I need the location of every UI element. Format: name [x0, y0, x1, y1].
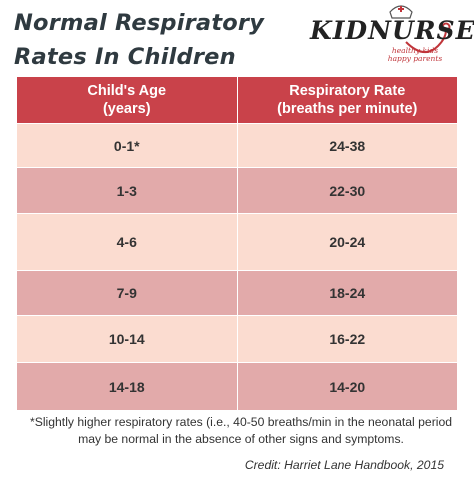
table-row: 10-14 16-22	[16, 315, 458, 363]
logo-tagline: healthy kids happy parents	[387, 46, 443, 63]
table-row: 4-6 20-24	[16, 213, 458, 271]
table-row: 14-18 14-20	[16, 362, 458, 411]
rate-cell: 18-24	[236, 270, 458, 316]
credit-line: Credit: Harriet Lane Handbook, 2015	[244, 458, 444, 472]
title-line-2: Rates In Children	[14, 44, 236, 70]
table-row: 1-3 22-30	[16, 167, 458, 214]
rate-cell: 24-38	[236, 123, 458, 168]
age-cell: 4-6	[16, 213, 238, 271]
age-cell: 10-14	[16, 315, 238, 363]
table-header-row: Child's Age (years) Respiratory Rate (br…	[16, 76, 458, 124]
footnote: *Slightly higher respiratory rates (i.e.…	[29, 415, 453, 446]
respiratory-rates-table: Child's Age (years) Respiratory Rate (br…	[16, 76, 458, 411]
rate-cell: 14-20	[236, 362, 458, 411]
logo-wordmark: KIDNURSE	[310, 16, 474, 45]
column-header-rate: Respiratory Rate (breaths per minute)	[236, 76, 458, 124]
table-row: 0-1* 24-38	[16, 123, 458, 168]
rate-cell: 20-24	[236, 213, 458, 271]
table-row: 7-9 18-24	[16, 270, 458, 316]
rate-cell: 16-22	[236, 315, 458, 363]
rate-cell: 22-30	[236, 167, 458, 214]
age-cell: 1-3	[16, 167, 238, 214]
age-cell: 14-18	[16, 362, 238, 411]
kidnurse-logo: KIDNURSE healthy kids happy parents	[306, 2, 474, 68]
column-header-age: Child's Age (years)	[16, 76, 238, 124]
age-cell: 7-9	[16, 270, 238, 316]
page-title: Normal Respiratory Rates In Children	[14, 6, 314, 74]
nurse-cap-stethoscope-icon	[389, 5, 451, 53]
age-cell: 0-1*	[16, 123, 238, 168]
title-line-1: Normal Respiratory	[14, 10, 265, 36]
